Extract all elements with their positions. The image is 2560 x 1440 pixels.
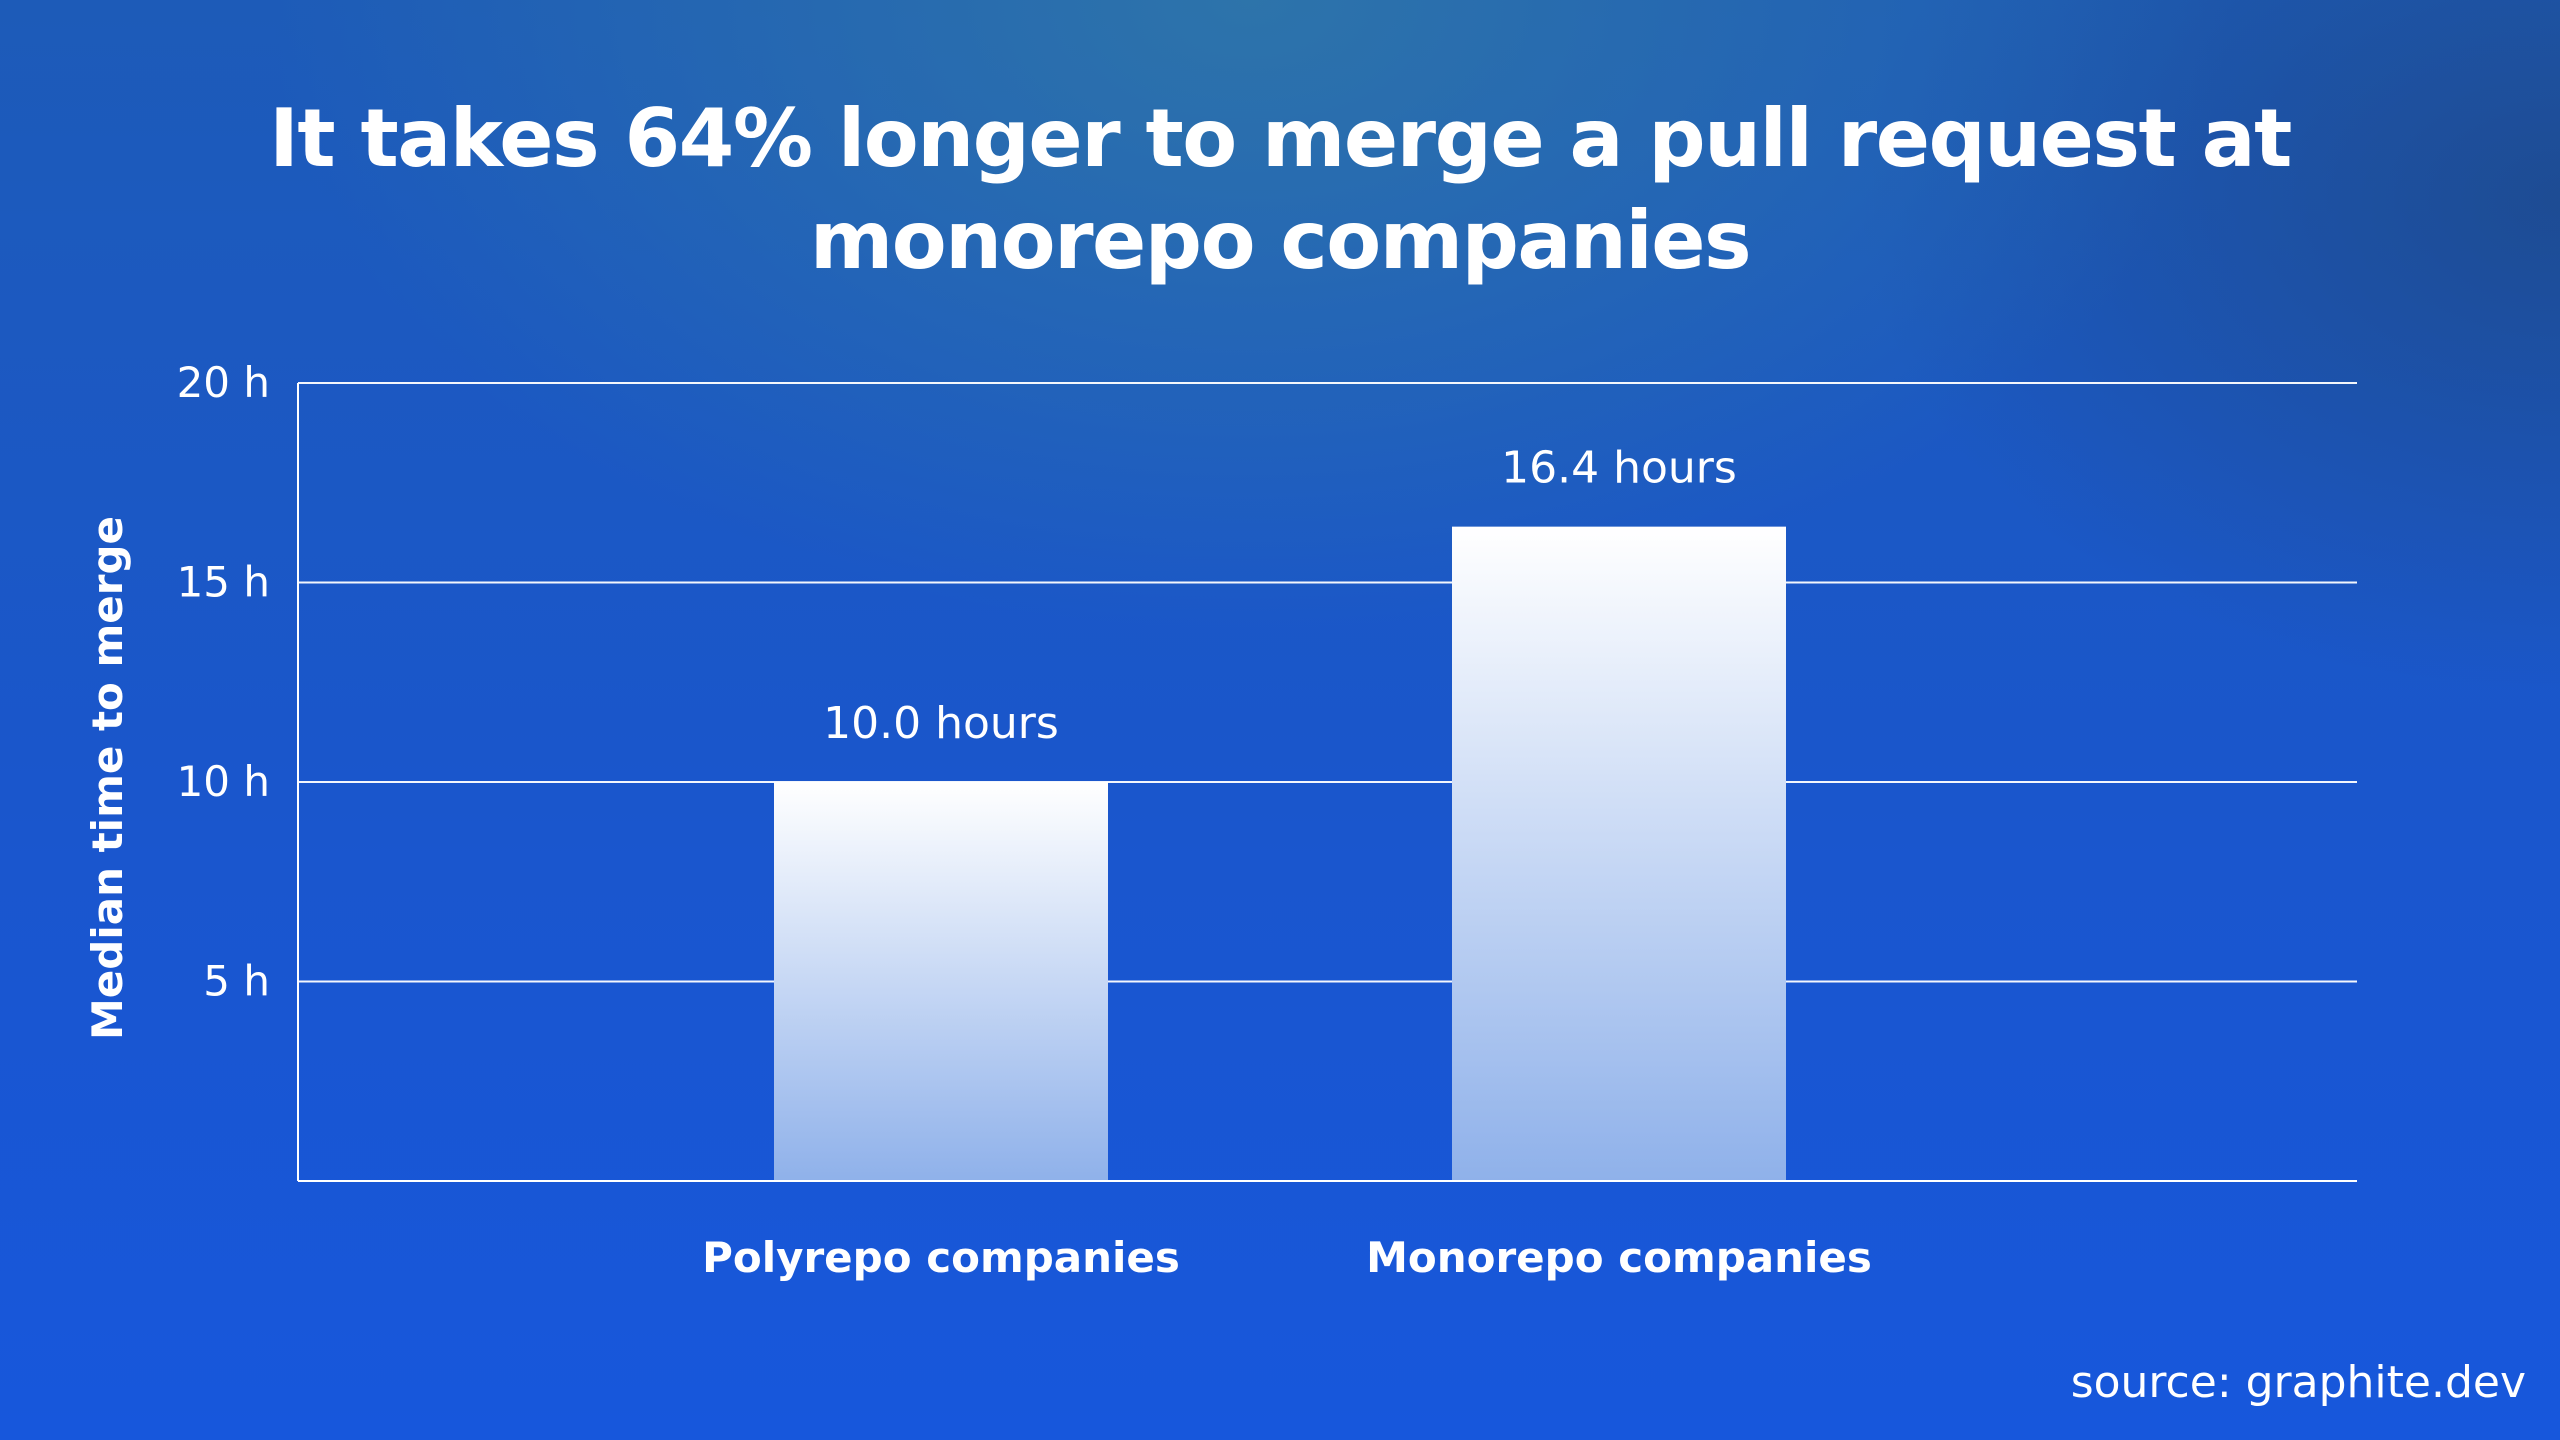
gridlines — [297, 382, 2357, 1181]
y-tick-label: 5 h — [203, 957, 270, 1006]
y-tick-label: 20 h — [177, 358, 270, 407]
y-tick-label: 10 h — [177, 757, 270, 806]
y-axis-ticks: 5 h 10 h 15 h 20 h — [177, 358, 270, 1006]
chart-title: It takes 64% longer to merge a pull requ… — [269, 92, 2292, 287]
bar-value-label: 10.0 hours — [823, 698, 1059, 749]
bar-polyrepo — [774, 782, 1108, 1181]
x-category-label: Monorepo companies — [1366, 1233, 1872, 1282]
x-axis-categories: Polyrepo companies Monorepo companies — [702, 1233, 1872, 1282]
bar-monorepo — [1452, 526, 1786, 1181]
y-axis-label: Median time to merge — [83, 516, 132, 1040]
data-labels: 10.0 hours 16.4 hours — [823, 443, 1737, 749]
x-category-label: Polyrepo companies — [702, 1233, 1180, 1282]
y-tick-label: 15 h — [177, 558, 270, 607]
bar-value-label: 16.4 hours — [1501, 443, 1737, 494]
bars — [774, 526, 1786, 1181]
source-note: source: graphite.dev — [2070, 1357, 2526, 1408]
